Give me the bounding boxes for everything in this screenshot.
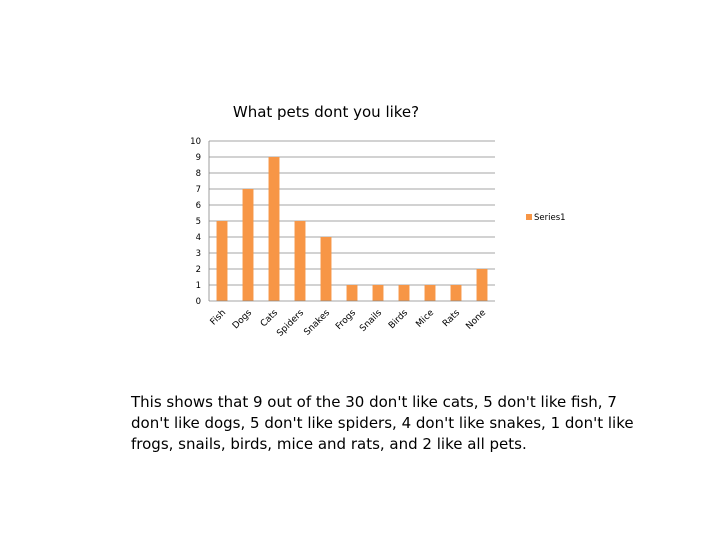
x-tick-label: Snakes <box>302 308 332 338</box>
bar-rats <box>450 285 462 301</box>
x-tick-label: Snails <box>358 308 384 334</box>
x-tick-label: Dogs <box>231 308 254 331</box>
y-tick-label: 2 <box>196 265 201 275</box>
bar-chart: What pets dont you like? 0 1 2 3 4 5 6 7 8 9 10 Fi… <box>190 103 566 339</box>
x-tick-label: Birds <box>387 308 410 331</box>
x-tick-label: Fish <box>209 308 228 327</box>
y-tick-label: 1 <box>196 281 201 291</box>
caption-text: This shows that 9 out of the 30 don't li… <box>131 393 634 453</box>
bars <box>216 157 488 301</box>
bar-cats <box>268 157 280 301</box>
bar-spiders <box>294 221 306 301</box>
bar-snails <box>372 285 384 301</box>
bar-none <box>476 269 488 301</box>
y-tick-label: 4 <box>196 233 201 243</box>
bar-frogs <box>346 285 358 301</box>
x-tick-label: Rats <box>441 308 462 329</box>
y-tick-label: 0 <box>196 297 201 307</box>
legend: Series1 <box>526 213 566 223</box>
y-tick-label: 10 <box>190 137 201 147</box>
bar-dogs <box>242 189 254 301</box>
bar-birds <box>398 285 410 301</box>
gridlines <box>209 140 495 286</box>
axes <box>208 141 495 302</box>
bar-fish <box>216 221 228 301</box>
y-tick-label: 3 <box>196 249 201 259</box>
y-tick-label: 7 <box>196 185 201 195</box>
x-tick-label: None <box>464 308 488 332</box>
legend-swatch <box>526 214 532 220</box>
bar-snakes <box>320 237 332 301</box>
x-tick-label: Spiders <box>275 308 306 339</box>
y-tick-label: 6 <box>196 201 201 211</box>
x-tick-label: Frogs <box>334 308 358 332</box>
y-tick-label: 9 <box>196 153 201 163</box>
x-tick-label: Mice <box>414 308 436 330</box>
y-tick-label: 5 <box>196 217 201 227</box>
chart-title: What pets dont you like? <box>233 103 419 121</box>
y-tick-label: 8 <box>196 169 201 179</box>
legend-label-series1: Series1 <box>534 213 566 223</box>
bar-mice <box>424 285 436 301</box>
y-axis-tick-labels: 0 1 2 3 4 5 6 7 8 9 10 <box>190 137 201 307</box>
x-tick-label: Cats <box>259 308 280 329</box>
